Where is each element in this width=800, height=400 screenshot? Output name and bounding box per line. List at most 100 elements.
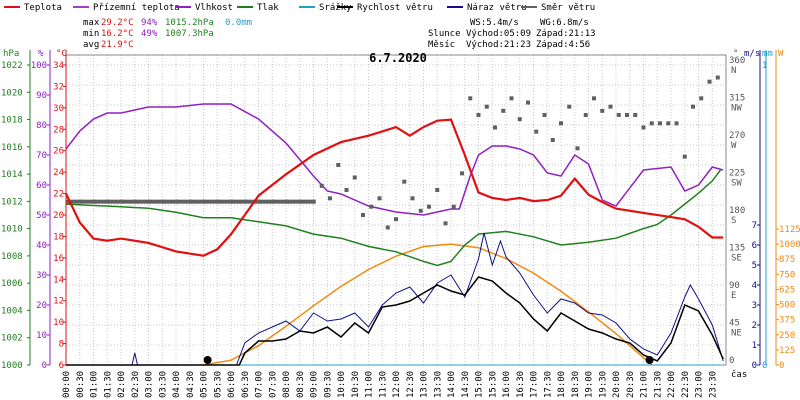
wind-dir-point	[674, 121, 679, 126]
axis-w-tick: 1125	[779, 225, 800, 235]
wind-dir-point	[534, 129, 539, 134]
axis-degc-tick: 10	[53, 318, 64, 328]
axis-dir-name: SE	[731, 254, 742, 264]
chart-title: 6.7.2020	[369, 51, 427, 65]
axis-ms-tick: 6	[752, 241, 757, 251]
legend-label: Přízemní teplota	[93, 3, 180, 13]
axis-degc-tick: 20	[53, 211, 64, 221]
stat-precip: 0.0mm	[225, 18, 252, 28]
wind-dir-point	[583, 113, 588, 117]
legend-label: Srážky	[319, 3, 352, 13]
wind-dir-point	[427, 204, 431, 209]
axis-dir-name: E	[731, 291, 736, 301]
axis-hpa-tick: 1000	[1, 361, 23, 371]
axis-x-tick: 20:30	[626, 371, 636, 398]
wind-dir-point	[649, 121, 654, 126]
wind-dir-point	[641, 125, 646, 130]
axis-x-tick: 07:30	[268, 371, 278, 398]
axis-x-tick: 21:30	[653, 371, 663, 398]
wind-dir-point	[526, 100, 530, 105]
axis-w-tick: 1000	[779, 240, 800, 250]
axis-degc-label: °C	[56, 49, 67, 59]
wind-dir-point	[258, 199, 275, 204]
stat-ws: WS:5.4m/s	[470, 18, 519, 28]
wind-dir-point	[272, 199, 289, 204]
wind-dir-point	[176, 199, 192, 204]
axis-dir-name: NE	[731, 329, 742, 339]
axis-degc-tick: 34	[53, 61, 64, 71]
axis-degc-tick: 6	[59, 361, 64, 371]
axis-dir-tick: 360	[729, 56, 745, 66]
axis-x-tick: 11:30	[378, 371, 388, 398]
wind-dir-point	[121, 199, 137, 204]
legend-label: Vlhkost	[195, 3, 233, 13]
axis-w-tick: 875	[779, 255, 795, 265]
wind-dir-point	[286, 199, 302, 204]
axis-hpa-tick: 1018	[1, 116, 23, 126]
axis-mm-label: mm	[762, 49, 773, 59]
axis-x-tick: 13:30	[433, 371, 443, 398]
wind-dir-point	[517, 117, 522, 122]
axis-hpa-tick: 1002	[1, 334, 23, 344]
wind-dir-point	[476, 113, 481, 117]
series-vlhkost	[65, 103, 724, 216]
wind-dir-point	[715, 75, 720, 80]
axis-ms-tick: 3	[752, 301, 757, 311]
axis-hpa-tick: 1004	[1, 306, 23, 316]
axis-x-tick: 23:30	[708, 371, 718, 398]
axis-degc-tick: 22	[53, 190, 64, 200]
axis-x-tick: 08:30	[296, 371, 306, 398]
axis-w-tick: 500	[779, 301, 795, 311]
wind-dir-point	[244, 199, 261, 204]
axis-pct-label: %	[38, 49, 44, 59]
wind-dir-point	[550, 138, 555, 142]
axis-x-tick: 02:30	[131, 371, 141, 398]
wind-dir-point	[418, 208, 423, 213]
axis-hpa-tick: 1022	[1, 61, 23, 71]
axis-w-tick: 625	[779, 285, 795, 295]
axis-x-tick: 06:00	[227, 371, 237, 398]
series-rychlost	[66, 276, 724, 366]
wind-dir-point	[616, 113, 621, 117]
axis-x-tick: 19:00	[585, 371, 595, 398]
stat-sun-label: Slunce	[428, 29, 461, 39]
axis-x-tick: 11:00	[365, 371, 375, 398]
wind-dir-point	[66, 199, 82, 204]
wind-dir-point	[707, 79, 712, 84]
axis-pct-tick: 20	[36, 301, 47, 311]
axis-mm-tick: 0	[762, 361, 767, 371]
wind-dir-point	[699, 96, 704, 101]
axis-ms-tick: 0	[752, 361, 757, 371]
axis-degc-tick: 26	[53, 147, 64, 157]
axis-x-tick: 04:30	[186, 371, 196, 398]
stats-panel: max 29.2°C 94% 1015.2hPa 0.0mm WS:5.4m/s WG:6.…	[83, 18, 596, 50]
axis-x-tick: 05:00	[200, 371, 210, 398]
axis-x-tick: 08:00	[282, 371, 292, 398]
wind-dir-point	[691, 104, 695, 109]
wind-dir-point	[493, 125, 497, 130]
axes: hPa1000100210041006100810101012101410161…	[1, 49, 800, 398]
legend-label: Teplota	[24, 3, 62, 13]
wind-dir-point	[203, 199, 220, 204]
axis-x-tick: 10:30	[351, 371, 361, 398]
axis-x-tick: 19:30	[598, 371, 608, 398]
axis-degc-tick: 8	[59, 340, 64, 350]
series-tlak	[65, 169, 722, 267]
axis-dir-tick: 90	[729, 281, 740, 291]
axis-dir-tick: 180	[729, 206, 745, 216]
wind-dir-point	[567, 104, 572, 109]
wind-dir-point	[509, 96, 514, 101]
axis-dir-label: °	[733, 49, 738, 59]
axis-x-tick: 03:30	[158, 371, 168, 398]
series-layer	[65, 75, 724, 366]
axis-dir-tick: 135	[729, 244, 745, 254]
axis-x-tick: 01:00	[90, 371, 100, 398]
wind-dir-point	[501, 108, 506, 113]
axis-x-tick: 22:00	[667, 371, 677, 398]
axis-hpa-tick: 1006	[1, 279, 23, 289]
axis-x-tick: 20:00	[612, 371, 622, 398]
sun-marker	[645, 356, 654, 364]
axis-x-tick: 05:30	[213, 371, 223, 398]
axis-x-tick: 23:00	[695, 371, 705, 398]
